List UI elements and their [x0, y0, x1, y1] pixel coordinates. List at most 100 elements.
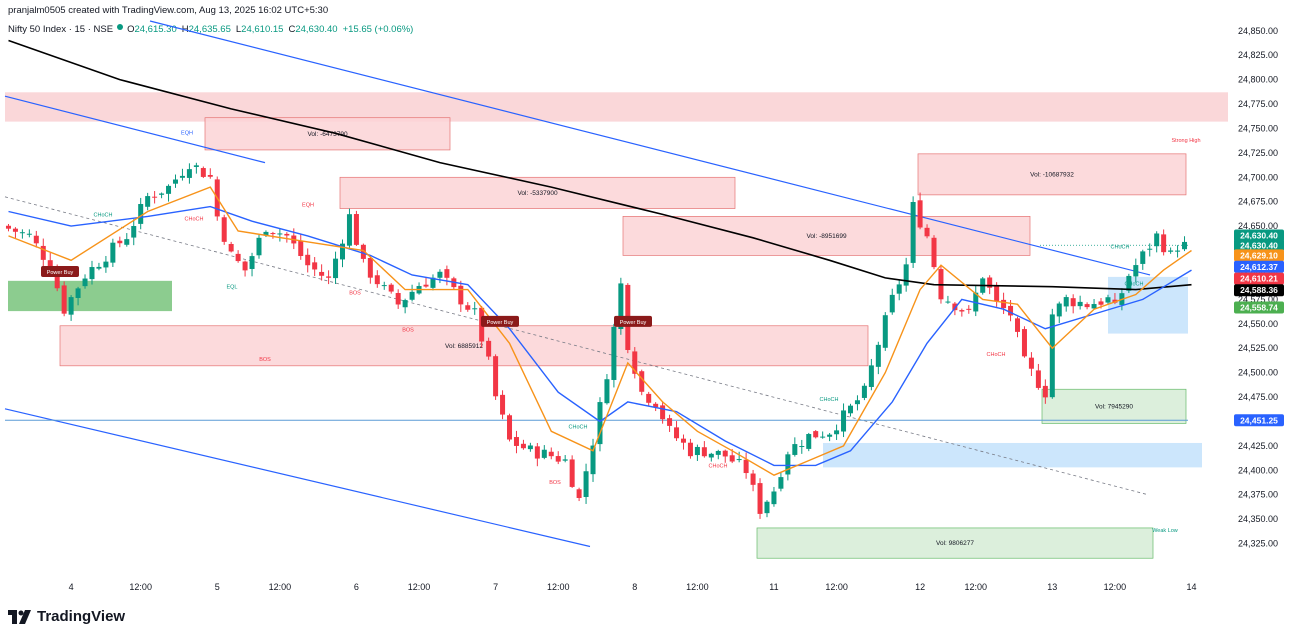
candle: [847, 403, 854, 417]
candle: [207, 168, 213, 179]
candle: [388, 283, 394, 294]
candle-body: [145, 196, 151, 207]
candle: [138, 197, 144, 230]
time-tick-label: 11: [769, 582, 778, 592]
candle-body: [1035, 370, 1041, 388]
candle: [597, 397, 603, 452]
candle: [1091, 299, 1097, 310]
candle: [757, 478, 763, 519]
candle: [235, 250, 241, 263]
candle: [103, 255, 109, 273]
candle: [764, 500, 770, 518]
candle-body: [124, 239, 130, 245]
price-tag-label: 24,588.36: [1240, 285, 1278, 295]
candle: [500, 390, 506, 420]
channel-upper-line: [149, 20, 1151, 276]
candle: [1049, 308, 1055, 399]
candle-body: [430, 277, 436, 288]
price-tag-bg: [1234, 229, 1284, 242]
price-tag: 24,610.21: [1234, 272, 1284, 285]
candle: [854, 395, 860, 411]
structure-label: BOS: [549, 480, 561, 486]
channel-lower-line: [4, 408, 591, 548]
candle: [305, 248, 311, 273]
candle: [152, 191, 158, 204]
candle-body: [694, 446, 700, 456]
candle-body: [562, 459, 568, 461]
ema-orange: [8, 186, 1192, 476]
candle: [472, 301, 478, 315]
candle: [333, 251, 339, 285]
price-tag: 24,558.74: [1234, 301, 1284, 314]
candle-body: [326, 276, 332, 278]
candle: [249, 252, 255, 277]
structure-label: CHoCH: [185, 216, 204, 222]
candle: [771, 486, 777, 507]
candle-body: [117, 240, 123, 244]
structure-label: EQH: [302, 203, 314, 209]
time-axis[interactable]: 4 12:00 5 12:00 6 12:00 7 12:00 8 12:00 11 12:00 12 1…: [69, 582, 1197, 592]
candle: [5, 224, 11, 232]
candle: [319, 264, 325, 281]
symbol-legend: Nifty 50 Index · 15 · NSE O24,615.30 H24…: [8, 24, 418, 35]
candle-body: [875, 344, 881, 367]
volume-zone: [339, 176, 736, 209]
candle: [687, 438, 693, 459]
candle-body: [360, 244, 366, 259]
candle: [534, 442, 540, 467]
time-tick-label: 12:00: [686, 582, 709, 592]
candle: [277, 228, 283, 242]
price-tag-bg: [1234, 239, 1284, 252]
candle: [228, 241, 234, 253]
candle-body: [924, 227, 930, 237]
candle: [270, 231, 276, 239]
price-tag-label: 24,451.25: [1240, 415, 1278, 425]
candle: [1042, 379, 1048, 404]
candle: [242, 260, 248, 277]
candle-body: [61, 285, 67, 314]
candle: [33, 230, 39, 248]
candle-body: [82, 278, 88, 287]
price-tick-label: 24,525.00: [1238, 343, 1278, 353]
price-tick-label: 24,700.00: [1238, 172, 1278, 182]
candle-body: [193, 165, 199, 167]
candle: [959, 308, 965, 317]
candle: [145, 192, 151, 211]
volume-zone: [1041, 388, 1187, 424]
candle: [576, 487, 582, 502]
candle: [465, 302, 471, 312]
candle-body: [889, 294, 895, 313]
candle: [367, 255, 373, 284]
candle-body: [576, 489, 582, 498]
candle: [1056, 301, 1062, 323]
candle: [507, 413, 513, 442]
candle-body: [653, 403, 659, 408]
candle: [583, 463, 589, 504]
volume-zone-label: Vol: 9806277: [936, 540, 974, 547]
volume-zone-label: Vol: 6885912: [445, 343, 483, 350]
candle: [200, 166, 206, 179]
candle-body: [771, 491, 777, 505]
tradingview-logo-icon: [8, 609, 31, 624]
candle-body: [179, 175, 185, 178]
candle-body: [534, 446, 540, 459]
candle-body: [54, 270, 60, 289]
structure-label: BOS: [259, 357, 271, 363]
candle-body: [945, 301, 951, 303]
candle: [820, 431, 826, 439]
candle: [1175, 245, 1181, 258]
candle: [110, 238, 116, 268]
price-tag-bg: [1234, 249, 1284, 262]
tradingview-logo[interactable]: TradingView: [8, 608, 125, 625]
candle-body: [256, 237, 262, 256]
signal-tag: Power Buy: [614, 315, 652, 327]
candle-body: [785, 454, 791, 475]
structure-label: CHoCH: [1111, 245, 1130, 251]
price-tag-bg: [1234, 301, 1284, 314]
candle: [131, 219, 137, 246]
candle-body: [660, 405, 666, 420]
symbol-name[interactable]: Nifty 50 Index · 15 · NSE: [8, 24, 114, 35]
candle: [924, 224, 930, 239]
volume-zone-label: Vol: -6473790: [307, 131, 348, 138]
